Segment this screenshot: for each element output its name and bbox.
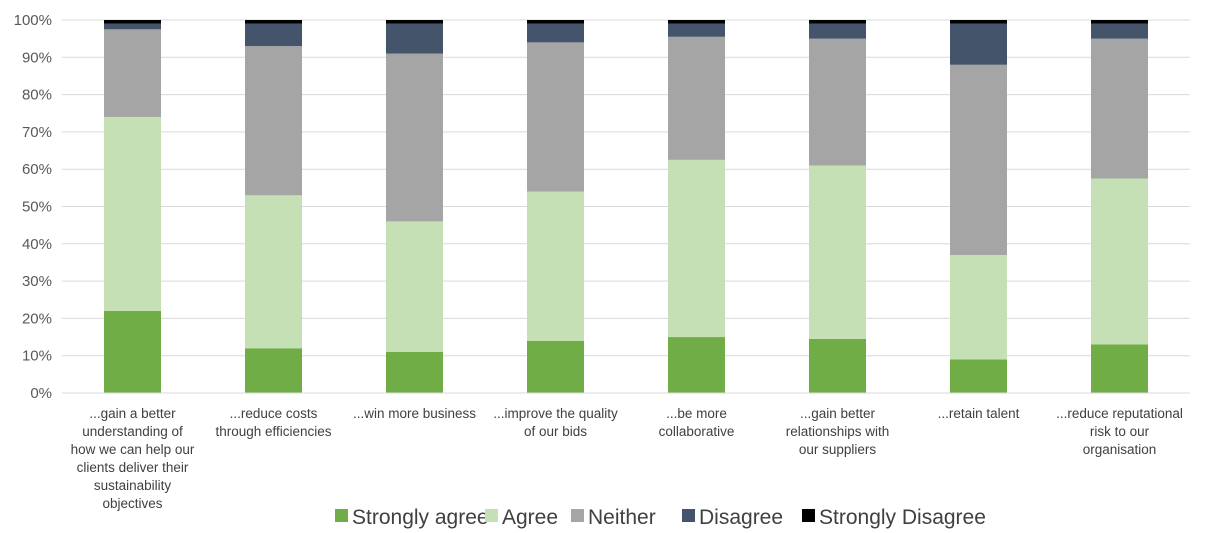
legend-item-neither: Neither [571,506,656,529]
bar-segment-strongly-agree [668,337,725,393]
x-category-label: ...gain a better understanding of how we c… [71,406,195,511]
y-tick-label: 40% [22,236,52,253]
bar-segment-agree [527,191,584,341]
bar-segment-neither [950,64,1007,255]
bar-segment-disagree [809,23,866,39]
bar-segment-agree [1091,178,1148,345]
bar-segment-disagree [950,23,1007,65]
legend-label: Strongly Disagree [819,506,986,529]
y-tick-label: 60% [22,161,52,178]
bar-segment-strongly-disagree [1091,20,1148,24]
y-tick-label: 50% [22,199,52,216]
bar-segment-agree [245,195,302,349]
bar-segment-strongly-disagree [104,20,161,24]
y-tick-label: 80% [22,87,52,104]
legend-swatch [335,509,348,522]
bar-segment-strongly-disagree [950,20,1007,24]
legend-item-strongly-disagree: Strongly Disagree [802,506,986,529]
y-tick-label: 30% [22,273,52,290]
bar-segment-agree [809,165,866,339]
bar-segment-agree [386,221,443,352]
bar-segment-strongly-agree [245,348,302,393]
x-category-label: ...improve the quality of our bids [493,406,618,439]
bar-segment-strongly-disagree [527,20,584,24]
bar-segment-strongly-agree [1091,344,1148,393]
bar-segment-strongly-disagree [386,20,443,24]
legend-label: Strongly agree [352,506,489,529]
legend-item-agree: Agree [485,506,558,529]
legend-swatch [802,509,815,522]
bar-segment-strongly-disagree [809,20,866,24]
bar-segment-disagree [386,23,443,54]
x-category-label: ...retain talent [938,406,1020,421]
bar-segment-neither [1091,38,1148,179]
legend-swatch [571,509,584,522]
bar-segment-strongly-agree [386,351,443,393]
bar-segment-neither [386,53,443,222]
y-axis-tick-labels: 0% 10% 20% 30% 40% 50% 60% 70% 80% 90% 100% [14,12,52,402]
x-category-label: ...reduce costs through efficiencies [215,406,331,439]
x-category-label: ...win more business [353,406,476,421]
bar-segment-disagree [245,23,302,47]
legend-label: Neither [588,506,656,529]
legend-label: Disagree [699,506,783,529]
y-tick-label: 0% [30,385,52,402]
y-tick-label: 10% [22,348,52,365]
bar-segment-strongly-agree [809,338,866,393]
y-tick-label: 70% [22,124,52,141]
legend-item-strongly-agree: Strongly agree [335,506,489,529]
x-axis-category-labels: ...gain a better understanding of how we c… [71,406,1183,511]
y-tick-label: 90% [22,49,52,66]
x-category-label: ...reduce reputational risk to our organis… [1056,406,1183,457]
bar-segment-disagree [668,23,725,37]
bar-segment-neither [527,42,584,192]
x-category-label: ...gain better relationships with our supp… [786,406,890,457]
bar-segment-disagree [1091,23,1148,39]
legend: Strongly agree Agree Neither Disagree Strong… [335,506,986,529]
bar-segment-neither [809,38,866,166]
bar-segment-strongly-agree [950,359,1007,393]
y-tick-label: 100% [14,12,52,29]
bar-segment-agree [104,116,161,311]
bar-segment-strongly-disagree [245,20,302,24]
legend-label: Agree [502,506,558,529]
bar-segment-neither [104,29,161,117]
legend-swatch [485,509,498,522]
bar-segment-neither [245,46,302,196]
bar-segment-strongly-agree [527,340,584,393]
bar-segment-agree [668,159,725,338]
y-tick-label: 20% [22,310,52,327]
bar-segment-strongly-agree [104,310,161,393]
legend-swatch [682,509,695,522]
bar-segment-disagree [104,23,161,30]
bar-segment-agree [950,254,1007,360]
bar-segment-disagree [527,23,584,43]
bar-segment-strongly-disagree [668,20,725,24]
gridlines [62,19,1190,357]
x-category-label: ...be more collaborative [659,406,735,439]
bar-segment-neither [668,36,725,160]
bars [104,20,1148,393]
legend-item-disagree: Disagree [682,506,783,529]
